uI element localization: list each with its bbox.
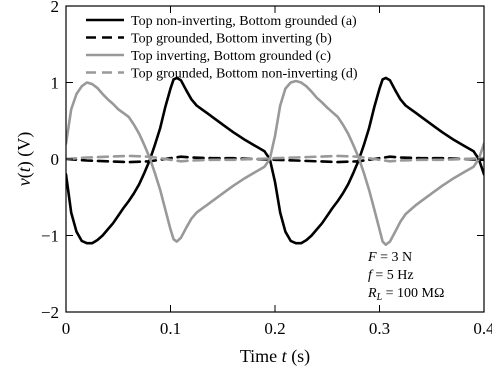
y-axis-label: v(t) (V) [14,132,35,187]
series-line-3 [66,79,484,246]
y-tick-label: 0 [51,150,60,169]
legend-label-2: Top grounded, Bottom inverting (b) [131,32,332,47]
x-tick-label: 0.1 [160,319,181,338]
x-axis-label: Time t (s) [240,346,310,367]
series-line-1 [66,76,484,245]
legend-label-4: Top grounded, Bottom non-inverting (d) [131,67,358,82]
series-line-4 [66,154,484,163]
x-tick-label: 0 [62,319,71,338]
load-resistance-annotation: RL = 100 MΩ [367,286,444,303]
ticks-layer: 0 0.1 0.2 0.3 0.4 −2 −1 0 1 2 [41,0,492,338]
legend-label-3: Top inverting, Bottom grounded (c) [131,49,331,64]
force-annotation: F = 3 N [367,250,412,265]
y-tick-label: −2 [41,303,59,322]
y-tick-label: 2 [51,0,60,16]
legend: Top non-inverting, Bottom grounded (a) To… [86,14,358,82]
legend-label-1: Top non-inverting, Bottom grounded (a) [131,14,357,29]
frequency-annotation: f = 5 Hz [368,268,414,283]
y-tick-label: 1 [51,74,60,93]
parameter-annotations: F = 3 N f = 5 Hz RL = 100 MΩ [367,250,444,303]
x-tick-label: 0.3 [369,319,390,338]
series-line-2 [66,155,484,164]
series-layer [66,76,484,246]
x-tick-label: 0.4 [473,319,492,338]
x-tick-label: 0.2 [264,319,285,338]
y-tick-label: −1 [41,227,59,246]
